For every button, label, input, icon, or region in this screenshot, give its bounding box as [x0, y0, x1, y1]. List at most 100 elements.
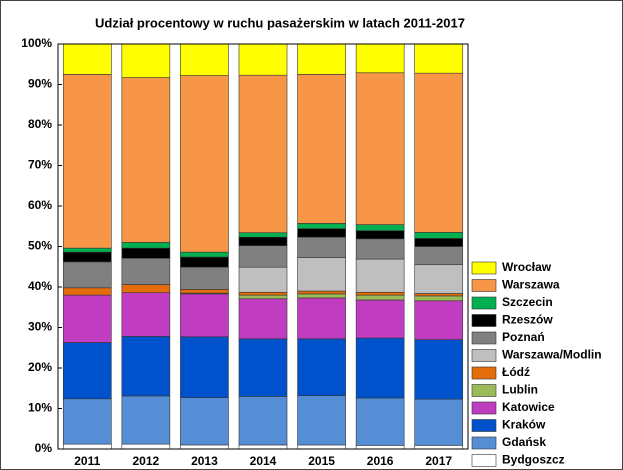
bar-segment	[414, 246, 464, 266]
bar-segment	[414, 293, 464, 297]
bar-segment	[414, 300, 464, 340]
bar-segment	[121, 292, 171, 337]
bar-segment	[238, 232, 288, 238]
bar-segment	[414, 264, 464, 294]
bar-segment	[297, 290, 346, 295]
bar-segment	[180, 289, 229, 294]
x-tick-label: 2011	[74, 454, 100, 468]
bar-segment	[355, 258, 405, 293]
y-tick-label: 40%	[28, 279, 52, 293]
bar-segment	[297, 297, 346, 340]
bar-segment	[355, 230, 405, 240]
bar-segment	[355, 299, 405, 339]
x-tick-label: 2014	[250, 454, 277, 468]
legend-swatch	[471, 401, 497, 415]
bar-segment	[297, 74, 346, 224]
bar-segment	[121, 284, 171, 293]
bar-segment	[121, 443, 171, 450]
bar-segment	[238, 236, 288, 246]
bar-segment	[121, 77, 171, 243]
bar-segment	[62, 398, 112, 445]
legend-swatch	[471, 261, 497, 275]
bar-segment	[297, 395, 346, 446]
bar-segment	[414, 238, 464, 247]
legend-label: Kraków	[502, 418, 546, 432]
bar-segment	[355, 294, 405, 301]
bar-segment	[414, 72, 464, 233]
y-tick-label: 20%	[28, 360, 52, 374]
bar-segment	[355, 238, 405, 260]
legend-swatch	[471, 419, 497, 432]
bar-segment	[62, 74, 112, 249]
bar-segment	[121, 242, 171, 249]
bar-segment	[238, 338, 288, 397]
bar-segment	[238, 294, 288, 300]
bar-segment	[238, 43, 288, 76]
bar-segment	[355, 445, 405, 450]
bar-segment	[238, 291, 288, 296]
legend-label: Bydgoszcz	[502, 453, 565, 467]
bar-segment	[62, 287, 112, 296]
legend-swatch	[471, 314, 497, 327]
y-tick-label: 90%	[28, 77, 52, 91]
legend-label: Wrocław	[502, 260, 552, 274]
bar-segment	[121, 247, 171, 259]
legend-label: Szczecin	[502, 295, 553, 309]
bar-segment	[180, 397, 229, 446]
bar-segment	[297, 236, 346, 258]
bar-segment	[355, 337, 405, 399]
y-tick-label: 70%	[28, 158, 52, 172]
y-tick-label: 60%	[28, 198, 52, 212]
bar-segment	[297, 293, 346, 299]
bar-segment	[238, 74, 288, 234]
x-tick-label: 2015	[308, 454, 335, 468]
y-tick-label: 0%	[35, 441, 53, 455]
bar-segment	[121, 336, 171, 397]
bar-segment	[62, 342, 112, 400]
bar-segment	[62, 247, 112, 253]
bar-segment	[355, 224, 405, 232]
bar-segment	[121, 395, 171, 445]
bar-segment	[62, 43, 112, 75]
legend-label: Warszawa/Modlin	[502, 348, 602, 362]
bar-segment	[62, 261, 112, 289]
x-tick-label: 2012	[133, 454, 160, 468]
legend-swatch	[471, 366, 497, 380]
bar-segment	[414, 339, 464, 400]
bar-segment	[180, 266, 229, 290]
bar-segment	[180, 43, 229, 76]
bar-segment	[121, 257, 171, 285]
legend-swatch	[471, 331, 497, 345]
bar-segment	[180, 75, 229, 253]
chart-title: Udział procentowy w ruchu pasażerskim w …	[95, 15, 465, 30]
bar-segment	[297, 43, 346, 75]
bar-segment	[414, 232, 464, 239]
bar-segment	[62, 251, 112, 263]
legend-label: Poznań	[502, 330, 545, 344]
bar-segment	[180, 444, 229, 450]
y-tick-label: 50%	[28, 239, 52, 253]
bar-segment	[238, 266, 288, 293]
x-tick-label: 2016	[367, 454, 394, 468]
bar-segment	[238, 396, 288, 446]
y-tick-label: 100%	[21, 36, 52, 50]
legend-swatch	[471, 296, 497, 310]
bar-segment	[414, 295, 464, 302]
legend-label: Katowice	[502, 400, 555, 414]
legend-label: Łódź	[502, 365, 530, 379]
bar-segment	[238, 444, 288, 450]
bar-segment	[355, 72, 405, 225]
bar-segment	[238, 245, 288, 268]
y-tick-label: 30%	[28, 320, 52, 334]
y-tick-label: 80%	[28, 117, 52, 131]
bar-segment	[414, 445, 464, 450]
bar-segment	[297, 223, 346, 229]
legend-swatch	[471, 384, 497, 397]
bar-segment	[414, 398, 464, 446]
bar-segment	[355, 397, 405, 446]
x-tick-label: 2017	[425, 454, 452, 468]
x-tick-label: 2013	[191, 454, 218, 468]
bar-segment	[62, 294, 112, 343]
bar-segment	[121, 43, 171, 78]
